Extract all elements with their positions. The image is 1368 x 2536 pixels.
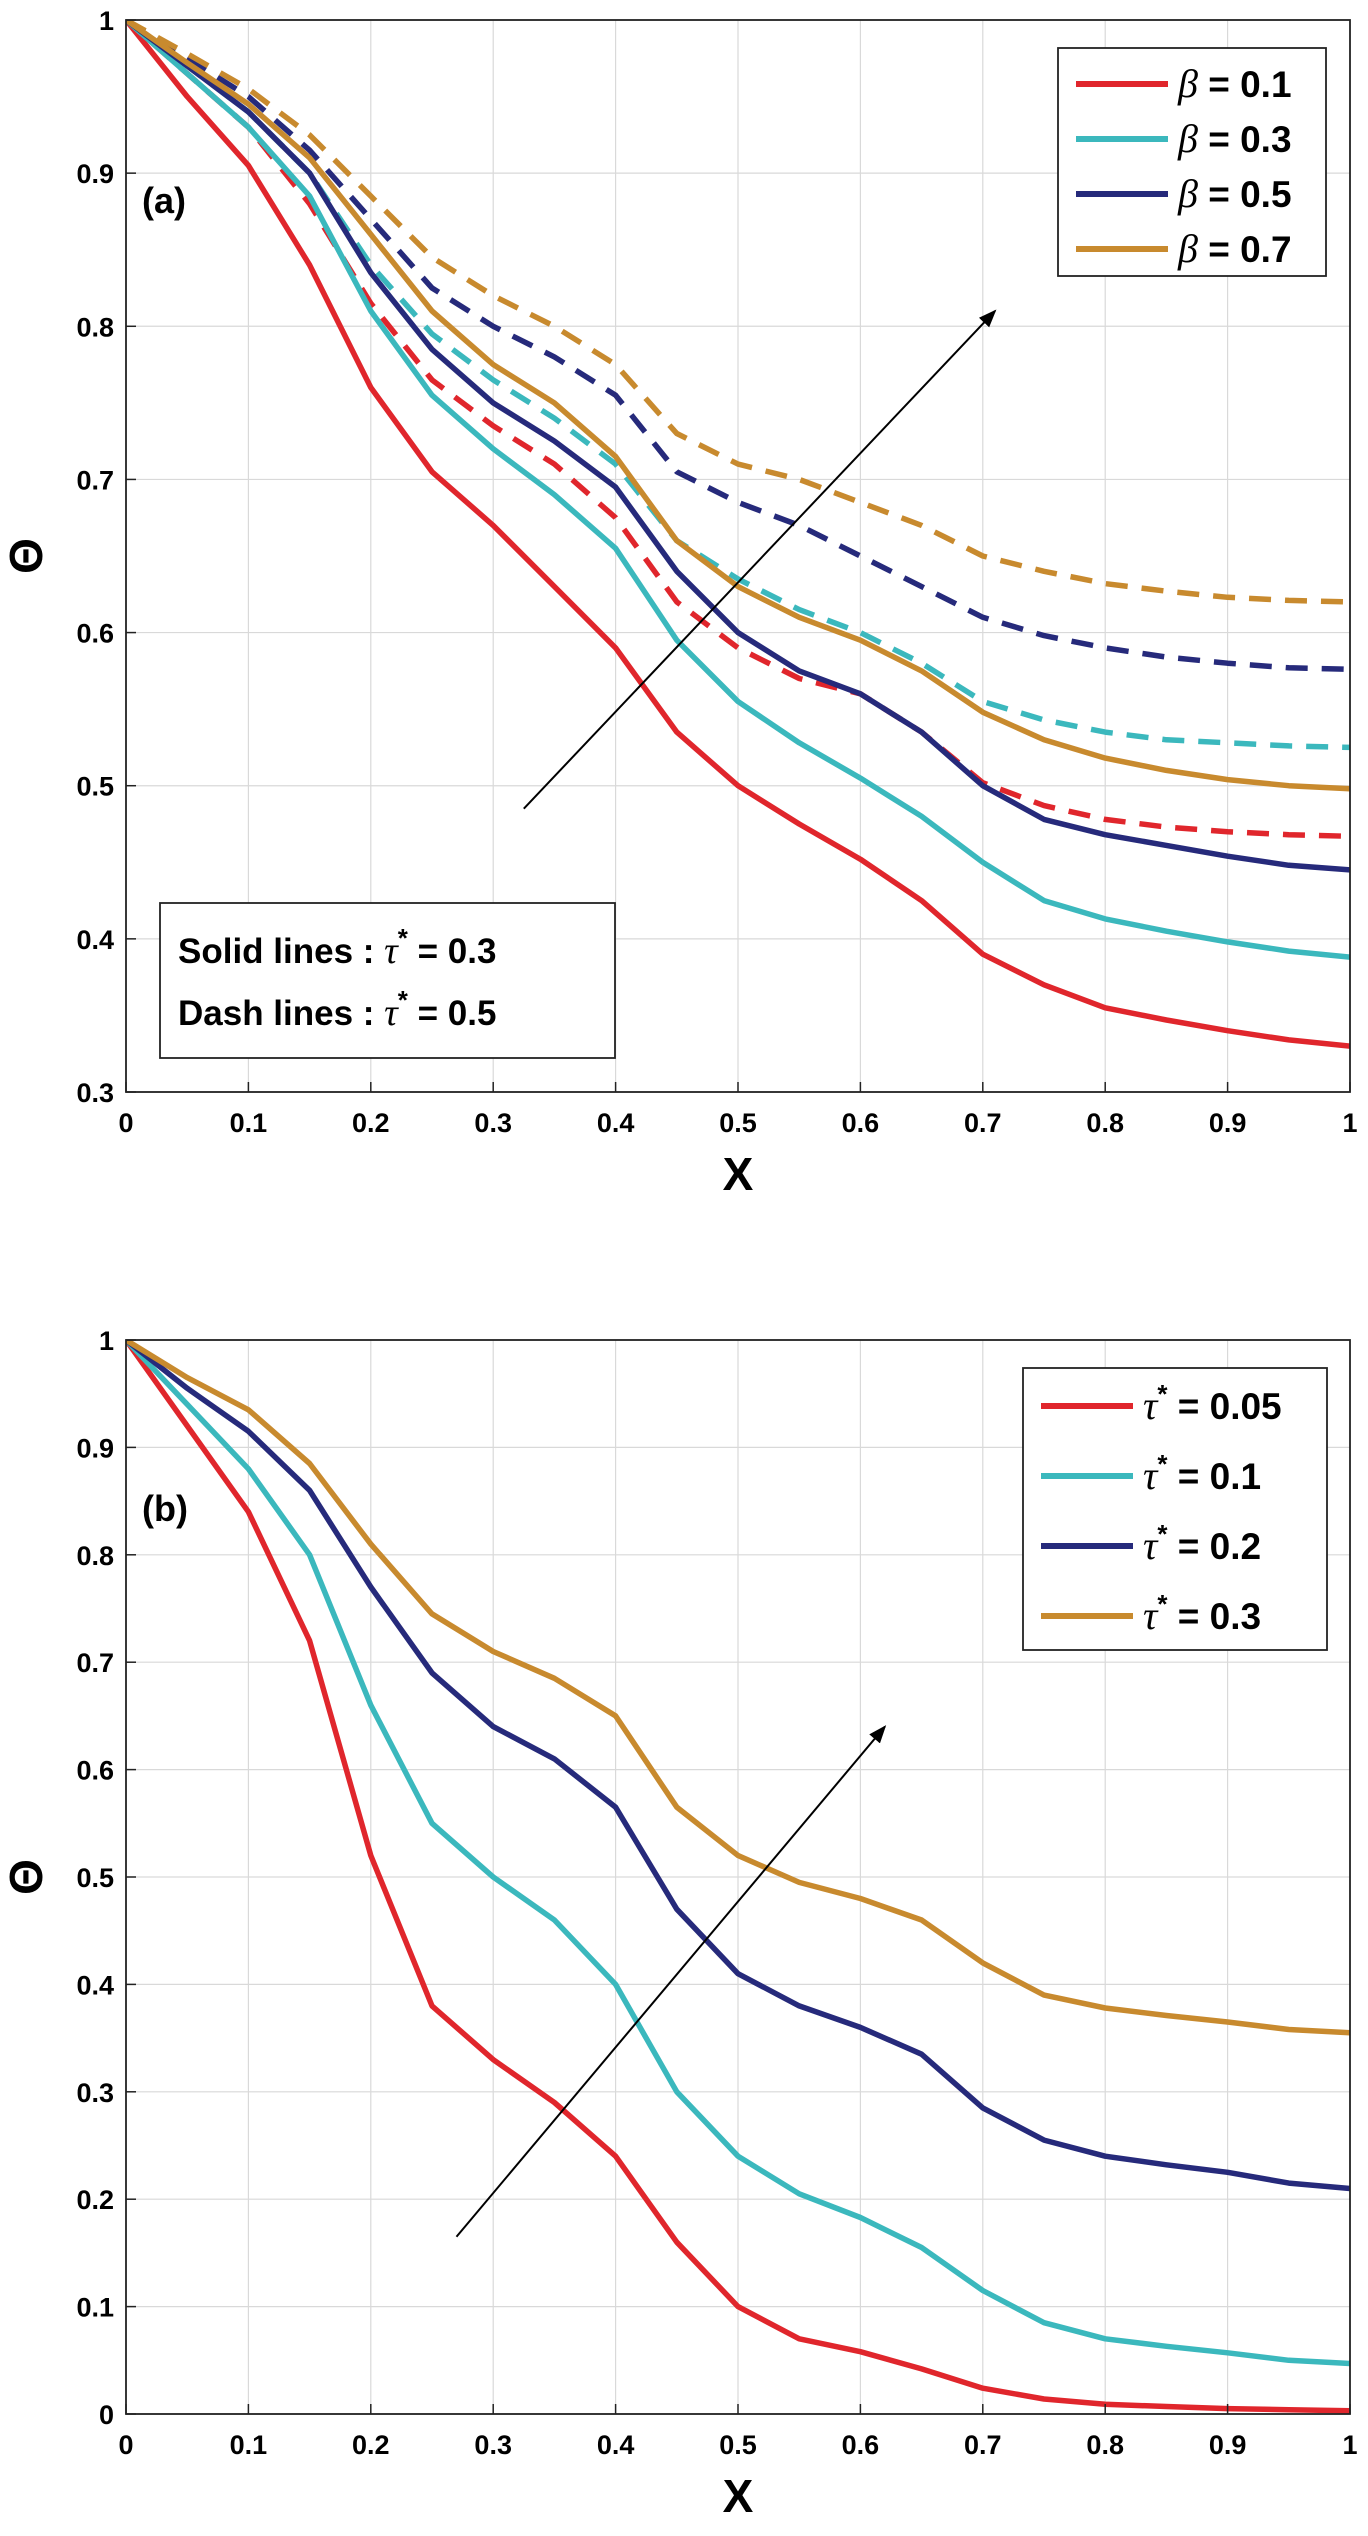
y-tick-label-b-3: 0.3	[76, 2078, 114, 2108]
legend-label-a-1: β = 0.3	[1177, 116, 1292, 161]
x-axis-label-b: X	[723, 2470, 754, 2522]
legend-box-b	[1022, 1367, 1328, 1651]
series-line-a-6	[126, 20, 1350, 673]
y-tick-label-b-2: 0.2	[76, 2185, 114, 2215]
legend-label-b-1: τ* = 0.1	[1143, 1449, 1261, 1498]
series-line-b-1	[126, 1340, 1350, 2367]
x-tick-label-a-1: 0.1	[230, 1108, 268, 1138]
y-tick-label-b-6: 0.6	[76, 1756, 114, 1786]
series-line-b-3	[126, 1340, 1350, 2036]
trend-arrow-a	[523, 309, 997, 810]
y-axis-label-b: Θ	[0, 1859, 52, 1895]
note-box-a	[159, 902, 616, 1059]
y-tick-label-b-10: 1	[99, 1326, 114, 1356]
y-tick-label-b-8: 0.8	[76, 1541, 114, 1571]
y-tick-label-b-1: 0.1	[76, 2293, 114, 2323]
y-tick-label-b-4: 0.4	[76, 1970, 114, 2000]
x-tick-label-b-1: 0.1	[230, 2430, 268, 2460]
x-tick-label-a-4: 0.4	[597, 1108, 635, 1138]
series-line-b-2	[126, 1340, 1350, 2192]
panel-b-chart: 0 0.1 0.2 0.3 0.4 0.5 0.6 0.7 0.8 0.9 1 0 0.1 0.2 0.3 0…	[0, 1326, 1357, 2522]
legend-a: β = 0.1 β = 0.3 β = 0.5 β = 0.7	[1057, 47, 1327, 277]
x-tick-label-a-10: 1	[1342, 1108, 1357, 1138]
x-tick-label-b-4: 0.4	[597, 2430, 635, 2460]
y-tick-label-a-2: 0.5	[76, 772, 114, 802]
note-line-a-1: Dash lines : τ* = 0.5	[178, 985, 496, 1034]
y-tick-label-a-4: 0.7	[76, 465, 114, 495]
x-tick-label-a-9: 0.9	[1209, 1108, 1247, 1138]
x-tick-label-a-3: 0.3	[474, 1108, 512, 1138]
y-tick-label-b-5: 0.5	[76, 1863, 114, 1893]
series-line-b-0	[126, 1340, 1350, 2414]
x-tick-label-b-6: 0.6	[842, 2430, 880, 2460]
series-line-a-3	[126, 20, 1350, 792]
legend-label-b-2: τ* = 0.2	[1143, 1519, 1261, 1568]
y-tick-label-a-6: 0.9	[76, 159, 114, 189]
legend-label-b-0: τ* = 0.05	[1143, 1379, 1282, 1428]
y-tick-label-a-3: 0.6	[76, 619, 114, 649]
x-tick-label-b-5: 0.5	[719, 2430, 757, 2460]
legend-label-a-3: β = 0.7	[1177, 226, 1292, 271]
x-tick-label-b-9: 0.9	[1209, 2430, 1247, 2460]
line-style-note-a: Solid lines : τ* = 0.3 Dash lines : τ* = …	[159, 902, 616, 1059]
x-axis-label-a: X	[723, 1148, 754, 1200]
x-tick-label-b-10: 1	[1342, 2430, 1357, 2460]
trend-arrow-b	[455, 1725, 887, 2238]
x-tick-label-b-2: 0.2	[352, 2430, 390, 2460]
y-tick-label-b-9: 0.9	[76, 1433, 114, 1463]
series-group-b	[126, 1340, 1350, 2414]
series-line-a-1	[126, 20, 1350, 960]
legend-label-a-2: β = 0.5	[1177, 171, 1292, 216]
panel-label-b: (b)	[142, 1488, 188, 1529]
legend-label-a-0: β = 0.1	[1177, 61, 1292, 106]
y-tick-label-a-7: 1	[99, 6, 114, 36]
x-tick-label-a-6: 0.6	[842, 1108, 880, 1138]
note-line-a-0: Solid lines : τ* = 0.3	[178, 923, 496, 972]
x-tick-label-a-5: 0.5	[719, 1108, 757, 1138]
series-line-a-5	[126, 20, 1350, 751]
x-tick-label-b-7: 0.7	[964, 2430, 1002, 2460]
x-tick-label-a-0: 0	[118, 1108, 133, 1138]
x-tick-label-a-8: 0.8	[1086, 1108, 1124, 1138]
y-tick-label-b-0: 0	[99, 2400, 114, 2430]
x-tick-label-b-8: 0.8	[1086, 2430, 1124, 2460]
series-line-a-0	[126, 20, 1350, 1049]
legend-label-b-3: τ* = 0.3	[1143, 1589, 1261, 1638]
x-tick-label-a-2: 0.2	[352, 1108, 390, 1138]
y-axis-label-a: Θ	[0, 538, 52, 574]
y-tick-label-a-0: 0.3	[76, 1078, 114, 1108]
y-tick-label-a-1: 0.4	[76, 925, 114, 955]
legend-b: τ* = 0.05 τ* = 0.1 τ* = 0.2 τ* = 0.3	[1022, 1367, 1328, 1651]
x-tick-label-b-3: 0.3	[474, 2430, 512, 2460]
x-tick-label-a-7: 0.7	[964, 1108, 1002, 1138]
series-group-a	[126, 20, 1350, 1049]
x-tick-label-b-0: 0	[118, 2430, 133, 2460]
panel-label-a: (a)	[142, 180, 186, 221]
panel-a-chart: 0 0.1 0.2 0.3 0.4 0.5 0.6 0.7 0.8 0.9 1 0.3 0.4 0.5 0.…	[0, 6, 1357, 1200]
series-line-a-2	[126, 20, 1350, 873]
series-line-a-7	[126, 20, 1350, 605]
y-tick-label-a-5: 0.8	[76, 312, 114, 342]
y-tick-label-b-7: 0.7	[76, 1648, 114, 1678]
